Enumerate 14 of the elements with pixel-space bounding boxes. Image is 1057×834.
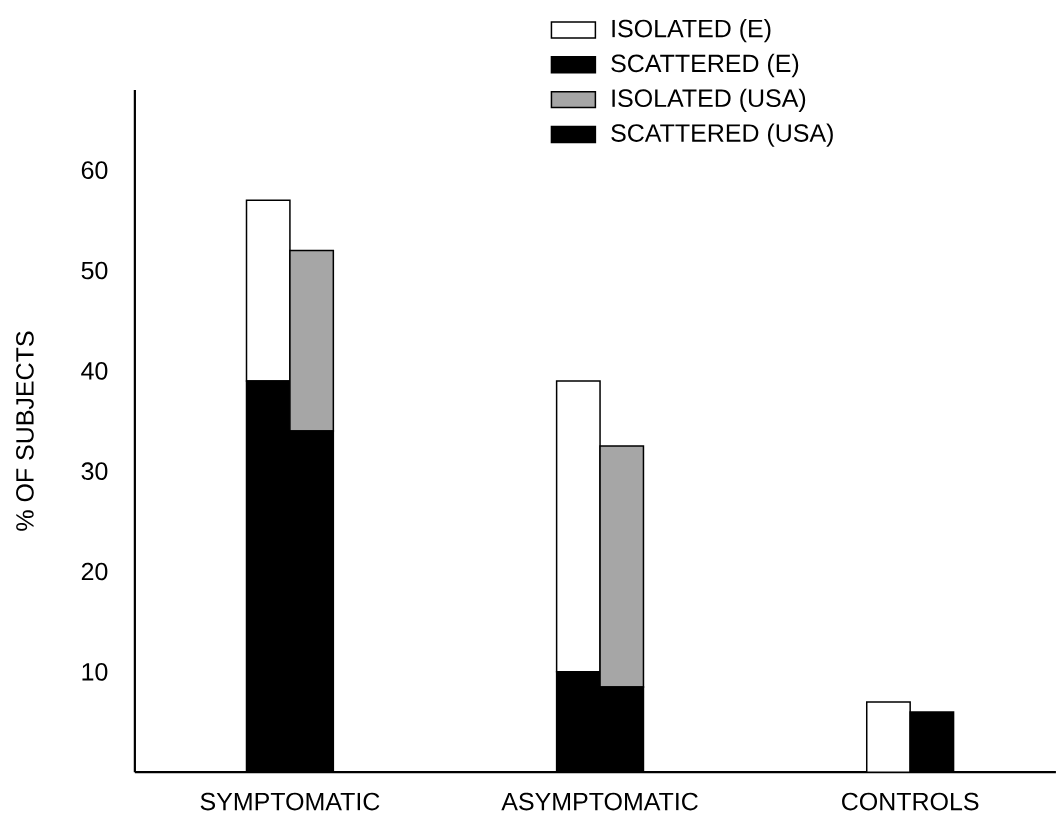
y-tick-label: 10 [82, 662, 108, 681]
legend-label: SCATTERED (E) [611, 53, 799, 78]
y-axis-title: % OF SUBJECTS [16, 331, 34, 531]
y-tick-label: 50 [81, 261, 108, 280]
y-tick-label: 40 [81, 361, 108, 380]
y-tick-label: 30 [81, 462, 108, 480]
x-tick-label: ASYMPTOMATIC [501, 792, 698, 811]
x-tick-label: SYMPTOMATIC [200, 792, 380, 811]
y-tick-label: 60 [81, 161, 108, 179]
y-tick-label: 20 [81, 562, 108, 581]
legend-label: SCATTERED (USA) [611, 123, 833, 147]
legend-label: ISOLATED (E) [612, 18, 771, 43]
legend-label: ISOLATED (USA) [612, 88, 806, 112]
x-tick-label: CONTROLS [842, 792, 979, 811]
